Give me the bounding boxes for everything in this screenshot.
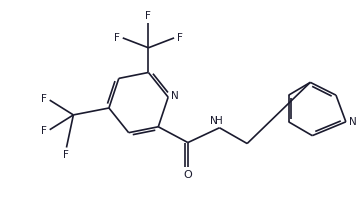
Text: F: F [62, 150, 69, 160]
Text: F: F [41, 94, 47, 104]
Text: H: H [215, 116, 222, 126]
Text: N: N [210, 116, 217, 126]
Text: F: F [114, 33, 120, 43]
Text: N: N [171, 91, 179, 101]
Text: N: N [349, 117, 357, 127]
Text: F: F [41, 126, 47, 136]
Text: F: F [145, 11, 151, 21]
Text: F: F [177, 33, 183, 43]
Text: O: O [183, 170, 192, 180]
